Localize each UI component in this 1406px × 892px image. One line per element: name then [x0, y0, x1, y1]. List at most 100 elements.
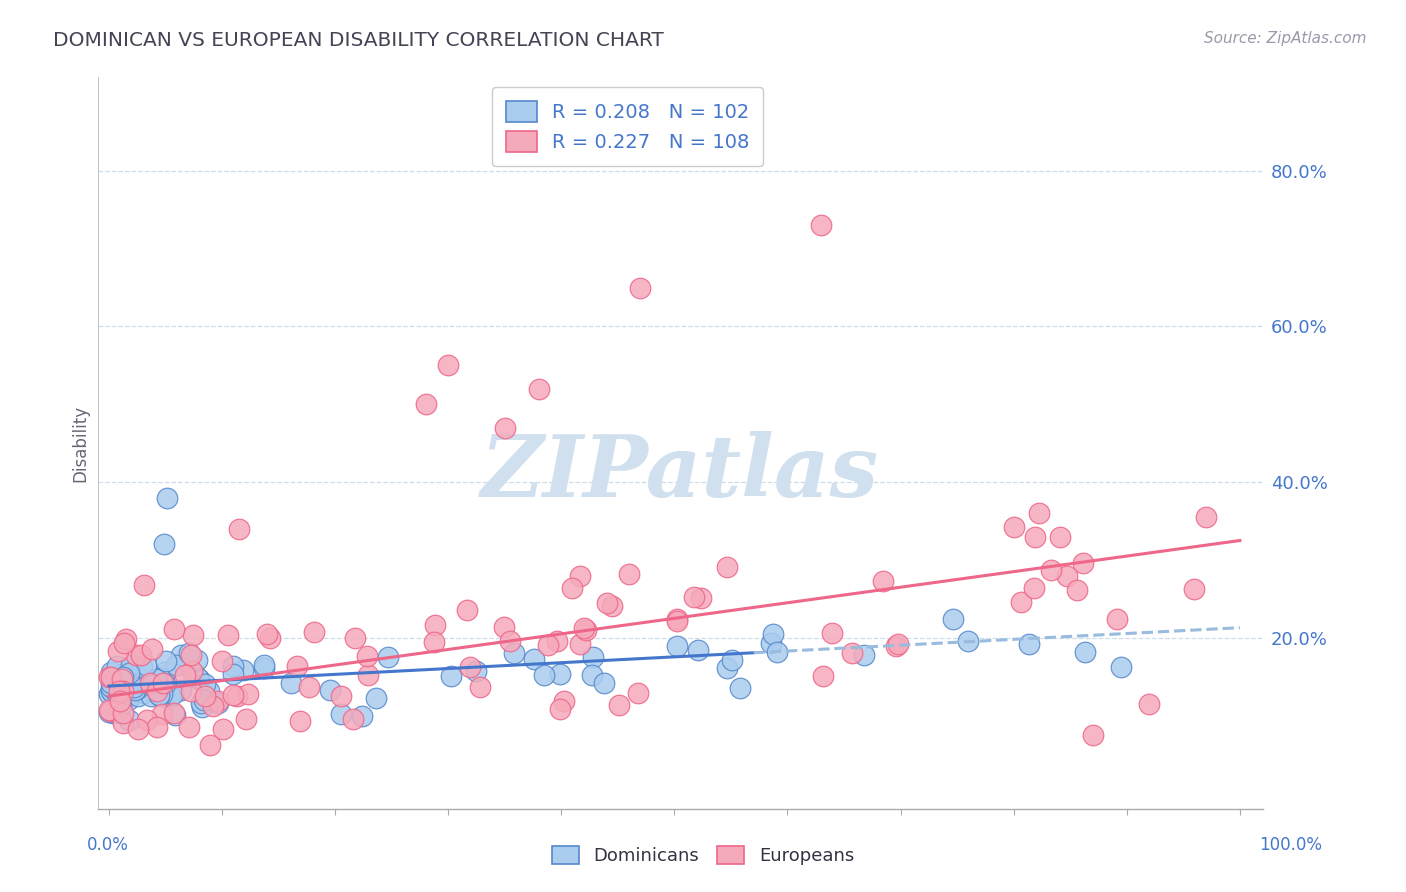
Point — [425, 618, 447, 632]
Point — [141, 642, 163, 657]
Point — [298, 680, 321, 694]
Point — [112, 670, 135, 684]
Point — [886, 640, 908, 654]
Point — [139, 676, 162, 690]
Point — [163, 706, 186, 720]
Point — [537, 638, 560, 652]
Point — [280, 676, 302, 690]
Point — [290, 714, 312, 728]
Point — [330, 690, 353, 704]
Point — [117, 693, 139, 707]
Point — [582, 649, 605, 664]
Point — [575, 623, 598, 637]
Point — [1074, 645, 1097, 659]
Point — [124, 683, 146, 698]
Point — [117, 713, 139, 727]
Point — [159, 689, 181, 703]
Legend: R = 0.208   N = 102, R = 0.227   N = 108: R = 0.208 N = 102, R = 0.227 N = 108 — [492, 87, 763, 166]
Point — [728, 681, 751, 696]
Point — [162, 687, 184, 701]
Point — [98, 670, 121, 684]
Point — [366, 691, 388, 706]
Point — [600, 599, 623, 613]
Point — [942, 612, 965, 626]
Point — [122, 681, 145, 695]
Point — [131, 648, 153, 663]
Point — [121, 685, 143, 699]
Point — [494, 420, 516, 434]
Point — [153, 689, 176, 703]
Point — [222, 667, 245, 681]
Point — [181, 664, 204, 678]
Point — [302, 625, 325, 640]
Point — [259, 631, 281, 645]
Point — [841, 646, 863, 660]
Point — [548, 667, 571, 681]
Point — [112, 670, 135, 684]
Point — [98, 706, 121, 720]
Point — [682, 590, 704, 604]
Point — [1039, 563, 1062, 577]
Point — [186, 653, 208, 667]
Point — [630, 280, 652, 294]
Point — [150, 706, 173, 721]
Point — [122, 675, 145, 690]
Point — [1024, 530, 1046, 544]
Point — [688, 642, 710, 657]
Point — [548, 701, 571, 715]
Point — [131, 660, 153, 674]
Point — [103, 706, 125, 720]
Point — [174, 668, 197, 682]
Point — [222, 658, 245, 673]
Point — [153, 537, 176, 551]
Point — [318, 683, 340, 698]
Point — [127, 689, 149, 703]
Point — [872, 574, 894, 588]
Point — [111, 706, 134, 721]
Point — [127, 670, 149, 684]
Point — [553, 694, 575, 708]
Point — [285, 658, 308, 673]
Point — [190, 697, 212, 711]
Point — [465, 664, 488, 678]
Point — [156, 491, 179, 505]
Point — [499, 633, 522, 648]
Point — [1081, 728, 1104, 742]
Point — [145, 684, 167, 698]
Point — [132, 686, 155, 700]
Point — [494, 620, 516, 634]
Point — [111, 672, 134, 686]
Point — [115, 632, 138, 647]
Point — [103, 683, 125, 698]
Point — [152, 676, 174, 690]
Point — [183, 665, 205, 680]
Point — [207, 696, 229, 710]
Point — [100, 684, 122, 698]
Point — [211, 722, 233, 736]
Point — [235, 712, 257, 726]
Point — [1056, 569, 1078, 583]
Point — [100, 665, 122, 679]
Point — [149, 671, 172, 685]
Point — [193, 693, 215, 707]
Point — [533, 667, 555, 681]
Point — [232, 663, 254, 677]
Point — [127, 723, 149, 737]
Point — [456, 603, 478, 617]
Point — [666, 612, 689, 626]
Point — [853, 648, 876, 662]
Point — [107, 644, 129, 658]
Point — [1107, 612, 1129, 626]
Point — [581, 668, 603, 682]
Point — [155, 677, 177, 691]
Point — [568, 637, 591, 651]
Point — [956, 634, 979, 648]
Text: Source: ZipAtlas.com: Source: ZipAtlas.com — [1204, 31, 1367, 46]
Point — [377, 650, 399, 665]
Point — [194, 677, 217, 691]
Point — [810, 219, 832, 233]
Point — [111, 666, 134, 681]
Point — [135, 713, 157, 727]
Point — [112, 636, 135, 650]
Point — [468, 680, 491, 694]
